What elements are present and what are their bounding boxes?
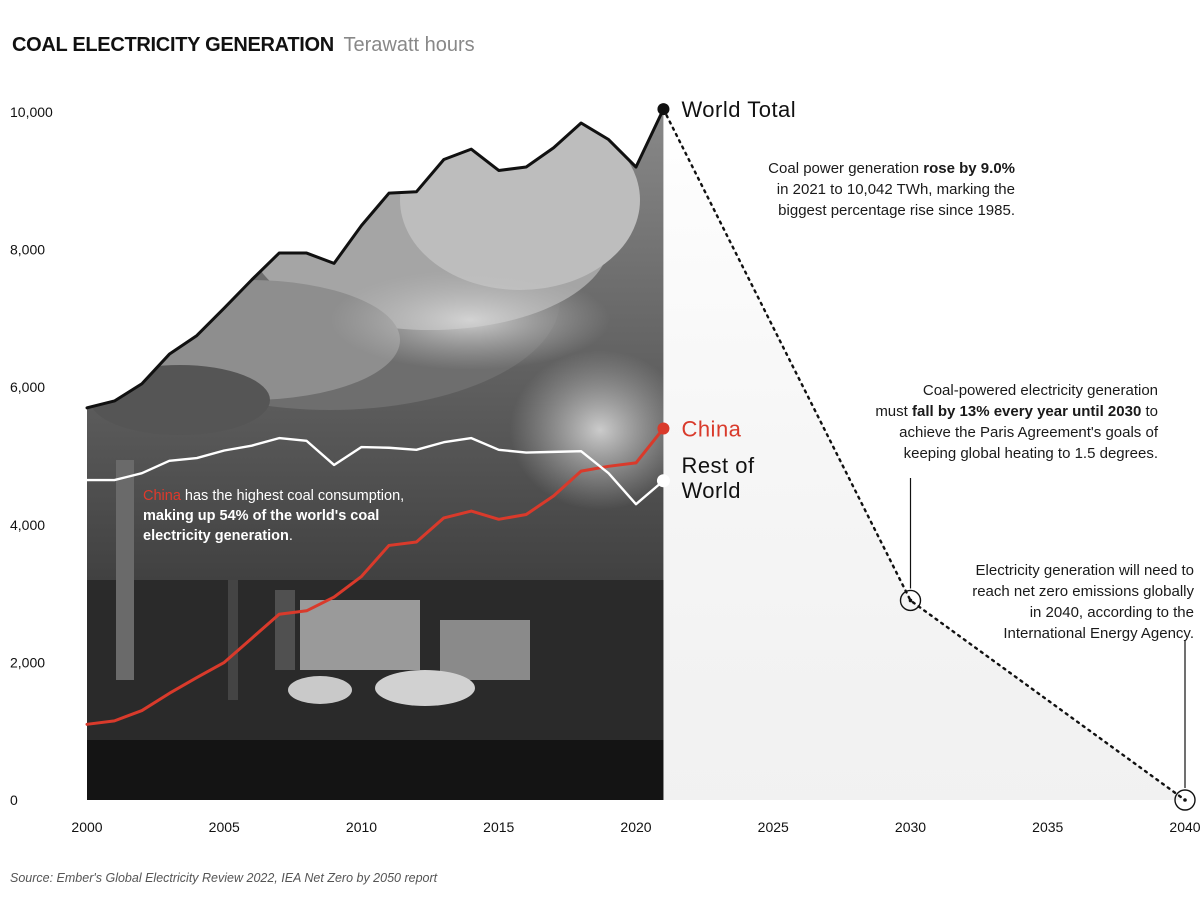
series-line-china <box>85 426 665 726</box>
world-rise-line1-pre: Coal power generation <box>768 160 924 177</box>
source-note: Source: Ember's Global Electricity Revie… <box>10 871 438 885</box>
net-zero-line3: in 2040, according to the <box>1029 604 1194 621</box>
china-annotation: China has the highest coal consumption, … <box>143 486 463 546</box>
paris-line1: Coal-powered electricity generation <box>922 382 1158 399</box>
china-note-red-word: China <box>143 488 181 504</box>
chart-subtitle: Terawatt hours <box>343 34 475 56</box>
china-note-line1: has the highest coal consumption, <box>180 488 405 504</box>
china-note-line3: electricity generation <box>143 528 289 544</box>
x-axis: 2000 2005 2010 2015 2020 2025 2030 2035 2040 <box>71 819 1200 835</box>
series-end-point <box>657 422 670 435</box>
y-tick-label: 0 <box>10 792 18 808</box>
paris-line2-bold: fall by 13% every year until 2030 <box>912 403 1142 420</box>
y-tick-label: 4,000 <box>10 517 45 533</box>
x-tick-label: 2015 <box>483 819 514 835</box>
world-rise-line1-bold: rose by 9.0% <box>923 160 1015 177</box>
series-end-point <box>656 474 670 488</box>
y-tick-label: 2,000 <box>10 654 45 670</box>
background-photo <box>87 109 664 800</box>
y-tick-label: 6,000 <box>10 379 45 395</box>
projection-layer <box>662 107 1196 811</box>
x-tick-label: 2005 <box>209 819 240 835</box>
series-label: Rest of <box>681 453 755 478</box>
net-zero-line2: reach net zero emissions globally <box>972 583 1194 600</box>
target-dot <box>1183 798 1187 802</box>
chart-title: COAL ELECTRICITY GENERATION <box>12 34 334 56</box>
target-ring <box>1174 789 1196 811</box>
x-tick-label: 2000 <box>71 819 102 835</box>
series-line-world-total <box>85 107 665 410</box>
y-axis: 0 2,000 4,000 6,000 8,000 10,000 <box>10 104 53 808</box>
paris-annotation: Coal-powered electricity generation must… <box>875 380 1158 464</box>
series-line-rest-of-world <box>85 436 665 506</box>
x-tick-label: 2025 <box>758 819 789 835</box>
net-zero-line4: International Energy Agency. <box>1003 625 1194 642</box>
target-dot <box>908 598 913 603</box>
x-tick-label: 2030 <box>895 819 926 835</box>
china-note-line3-end: . <box>288 528 293 544</box>
y-tick-label: 8,000 <box>10 242 45 258</box>
x-tick-label: 2035 <box>1032 819 1063 835</box>
target-ring <box>899 589 922 612</box>
series-label: World Total <box>681 97 796 122</box>
world-rise-line2: in 2021 to 10,042 TWh, marking the <box>776 181 1015 198</box>
x-tick-label: 2010 <box>346 819 377 835</box>
steam-fade <box>663 109 1185 800</box>
world-rise-annotation: Coal power generation rose by 9.0% in 20… <box>768 158 1015 221</box>
paris-line2-pre: must <box>875 403 912 420</box>
x-tick-label: 2040 <box>1169 819 1200 835</box>
net-zero-line1: Electricity generation will need to <box>975 562 1194 579</box>
paris-line4: keeping global heating to 1.5 degrees. <box>903 445 1158 462</box>
paris-line2-post: to <box>1141 403 1158 420</box>
x-tick-label: 2020 <box>620 819 651 835</box>
net-zero-annotation: Electricity generation will need to reac… <box>972 560 1194 644</box>
paris-line3: achieve the Paris Agreement's goals of <box>899 424 1158 441</box>
china-note-line2: making up 54% of the world's coal <box>143 508 380 524</box>
projection-line <box>662 107 1187 802</box>
chart-title-row: COAL ELECTRICITY GENERATION Terawatt hou… <box>12 34 475 57</box>
y-tick-label: 10,000 <box>10 104 53 120</box>
series-label: World <box>681 478 741 503</box>
series-label: China <box>681 416 741 441</box>
series-layer <box>85 103 670 726</box>
world-rise-line3: biggest percentage rise since 1985. <box>778 202 1015 219</box>
